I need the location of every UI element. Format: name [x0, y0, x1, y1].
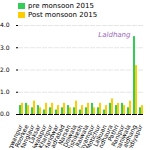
- svg-text:2.0: 2.0: [0, 66, 10, 73]
- svg-text:3.0: 3.0: [0, 44, 10, 51]
- svg-text:1.0: 1.0: [0, 88, 10, 95]
- svg-text:4.0: 4.0: [0, 21, 10, 28]
- svg-text:Chidiyapur: Chidiyapur: [124, 123, 145, 148]
- html-text:pre monsoon 2015: pre monsoon 2015: [28, 2, 94, 10]
- html-text:Post monsoon 2015: Post monsoon 2015: [28, 11, 98, 19]
- svg-text:0.0: 0.0: [0, 110, 10, 117]
- svg-text:Laldhang: Laldhang: [98, 31, 131, 39]
